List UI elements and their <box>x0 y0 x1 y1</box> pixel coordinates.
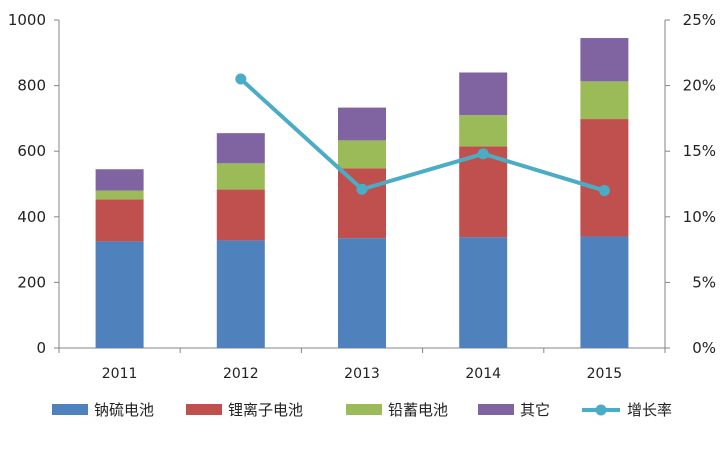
bar-segment <box>216 163 265 190</box>
bar-segment <box>95 169 144 191</box>
bar-segment <box>216 189 265 241</box>
bar-segment <box>95 190 144 200</box>
bar-segment <box>459 72 508 116</box>
x-tick-label: 2015 <box>587 366 623 382</box>
bar-segment <box>216 240 265 348</box>
bar-segment <box>338 140 386 169</box>
bar-segment <box>338 168 386 239</box>
y-tick-label: 600 <box>17 142 46 160</box>
growth-rate-point <box>598 185 610 197</box>
bar-segment <box>459 115 508 147</box>
bar-segment <box>216 133 265 164</box>
legend-label: 其它 <box>520 401 550 419</box>
x-tick-label: 2011 <box>102 366 138 382</box>
legend-label: 增长率 <box>627 401 672 419</box>
growth-rate-point <box>477 148 489 160</box>
bar-segment <box>95 199 144 242</box>
x-tick-label: 2012 <box>223 366 259 382</box>
legend-label: 铅蓄电池 <box>388 401 448 419</box>
bar-segment <box>459 237 508 348</box>
legend-label: 钠硫电池 <box>94 401 154 419</box>
y2-tick-label: 20% <box>683 77 716 95</box>
y2-tick-label: 10% <box>683 208 716 226</box>
bar-segment <box>459 146 508 238</box>
legend-label: 锂离子电池 <box>228 401 303 419</box>
legend-marker <box>595 404 607 416</box>
y-tick-label: 800 <box>17 77 46 95</box>
growth-rate-point <box>235 73 247 85</box>
y2-tick-label: 5% <box>692 273 716 291</box>
legend-swatch <box>346 404 382 415</box>
bar-segment <box>580 236 629 348</box>
x-tick-label: 2013 <box>344 366 380 382</box>
y-tick-label: 400 <box>17 208 46 226</box>
y2-tick-label: 0% <box>692 339 716 357</box>
growth-rate-line <box>239 77 605 193</box>
legend-swatch <box>52 404 88 415</box>
bar-segment <box>338 238 386 348</box>
bar-segment <box>580 38 629 82</box>
y-tick-label: 200 <box>17 273 46 291</box>
bar-segment <box>338 107 386 141</box>
y2-tick-label: 25% <box>683 11 716 29</box>
legend-swatch <box>478 404 514 415</box>
bar-segment <box>95 241 144 348</box>
legend-swatch <box>186 404 222 415</box>
x-tick-label: 2014 <box>465 366 501 382</box>
bar-segment <box>580 81 629 120</box>
y-tick-label: 0 <box>36 339 46 357</box>
y2-tick-label: 15% <box>683 142 716 160</box>
growth-rate-point <box>356 183 368 195</box>
bar-segment <box>580 119 629 237</box>
y-tick-label: 1000 <box>8 11 46 29</box>
